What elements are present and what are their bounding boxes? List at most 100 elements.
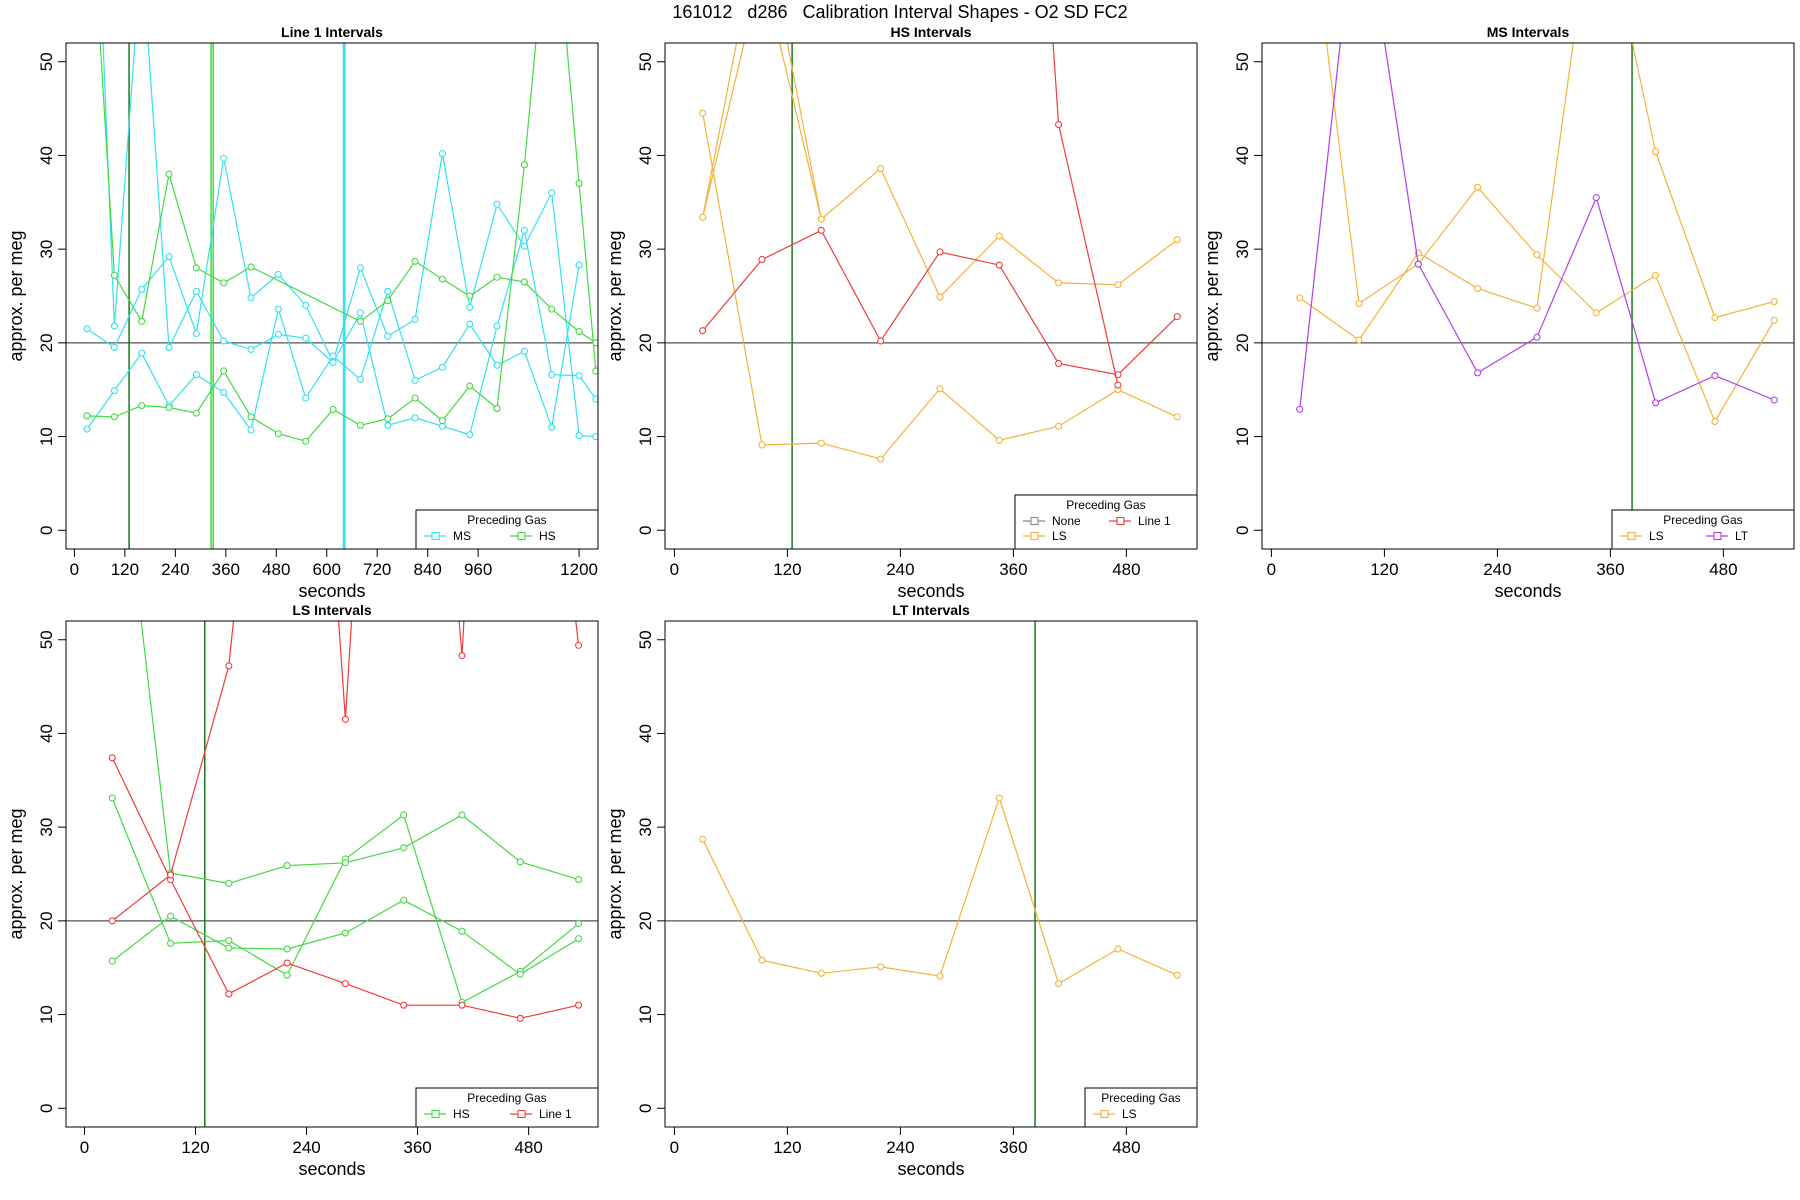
data-point — [411, 376, 419, 384]
data-point — [247, 263, 255, 271]
data-point — [458, 927, 466, 935]
data-point — [1173, 971, 1181, 979]
data-point — [699, 213, 707, 221]
plot-frame — [65, 620, 599, 1128]
panel-title: HS Intervals — [891, 24, 972, 40]
legend-title: Preceding Gas — [467, 513, 546, 527]
data-point — [356, 317, 364, 325]
data-point — [384, 415, 392, 423]
legend-entry: None — [1052, 514, 1081, 528]
panel-title: LT Intervals — [892, 602, 970, 618]
data-point — [192, 371, 200, 379]
plot-frame — [1261, 42, 1795, 550]
legend-swatch-marker — [431, 531, 440, 541]
series-line — [111, 621, 235, 922]
data-point — [192, 287, 200, 295]
data-point — [341, 980, 349, 988]
y-tick-label: 30 — [1233, 240, 1252, 259]
legend-title: Preceding Gas — [467, 1091, 546, 1105]
data-point — [466, 303, 474, 311]
legend-entry: LS — [1052, 529, 1067, 543]
series-line — [458, 621, 465, 656]
data-point — [225, 944, 233, 952]
data-point — [341, 859, 349, 867]
data-point — [225, 662, 233, 670]
data-point — [1414, 260, 1422, 268]
data-point — [1173, 313, 1181, 321]
x-tick-label: 240 — [1483, 560, 1511, 579]
x-axis-label: seconds — [298, 581, 365, 601]
data-point — [1652, 148, 1660, 156]
y-tick-label: 40 — [636, 146, 655, 165]
data-point — [466, 382, 474, 390]
data-point — [192, 264, 200, 272]
legend-box — [1611, 509, 1795, 550]
panel-1: Line 1 Intervals 0 120 240 360 480 600 720 840 96… — [6, 24, 599, 601]
data-point — [165, 253, 173, 261]
x-tick-label: 480 — [1709, 560, 1737, 579]
y-tick-label: 20 — [636, 333, 655, 352]
data-point — [520, 347, 528, 355]
legend-swatch-marker — [517, 1109, 526, 1119]
y-axis-label: approx. per meg — [6, 230, 26, 361]
x-tick-label: 120 — [111, 560, 139, 579]
data-point — [758, 956, 766, 964]
data-point — [247, 294, 255, 302]
data-point — [83, 425, 91, 433]
data-point — [575, 180, 583, 188]
data-point — [458, 1001, 466, 1009]
data-point — [936, 293, 944, 301]
data-point — [166, 871, 175, 879]
x-tick-label: 0 — [80, 1138, 89, 1157]
plot-frame — [65, 42, 599, 550]
data-point — [1533, 333, 1541, 341]
data-point — [220, 337, 228, 345]
data-point — [1173, 413, 1181, 421]
data-point — [356, 421, 364, 429]
data-point — [575, 935, 583, 943]
data-point — [493, 273, 501, 281]
y-tick-label: 50 — [37, 52, 56, 71]
legend-entry: LS — [1649, 529, 1664, 543]
y-axis-label: approx. per meg — [605, 808, 625, 939]
legend-box — [415, 1087, 599, 1128]
data-point — [438, 275, 446, 283]
data-point — [575, 641, 583, 649]
data-point — [438, 150, 446, 158]
data-point — [384, 421, 392, 429]
data-point — [384, 287, 392, 295]
data-point — [356, 375, 364, 383]
x-tick-label: 840 — [413, 560, 441, 579]
y-tick-label: 40 — [636, 724, 655, 743]
data-point — [274, 305, 282, 313]
data-point — [1474, 284, 1482, 293]
plot-area — [66, 43, 598, 549]
data-point — [1770, 298, 1778, 306]
data-point — [1296, 294, 1304, 302]
data-point — [247, 413, 255, 421]
x-tick-label: 0 — [1267, 560, 1276, 579]
legend: Preceding Gas LS LT — [1611, 509, 1795, 550]
data-point — [699, 835, 707, 843]
legend-swatch-marker — [1116, 516, 1125, 526]
data-point — [274, 330, 282, 338]
legend-entry: HS — [453, 1107, 470, 1121]
data-point — [165, 343, 173, 352]
plot-area — [66, 449, 598, 1127]
data-point — [516, 858, 524, 866]
legend-swatch-marker — [517, 531, 526, 541]
y-tick-label: 20 — [37, 333, 56, 352]
data-point — [442, 449, 448, 455]
y-tick-label: 30 — [636, 818, 655, 837]
data-point — [1055, 980, 1063, 988]
legend: Preceding Gas None Line 1 LS — [1014, 494, 1198, 550]
data-point — [329, 405, 337, 413]
data-point — [575, 1001, 583, 1009]
data-point — [575, 328, 583, 336]
data-point — [341, 715, 349, 723]
data-point — [110, 271, 118, 279]
y-tick-label: 10 — [636, 427, 655, 446]
data-point — [548, 305, 556, 313]
data-point — [575, 432, 583, 440]
data-point — [995, 232, 1003, 240]
